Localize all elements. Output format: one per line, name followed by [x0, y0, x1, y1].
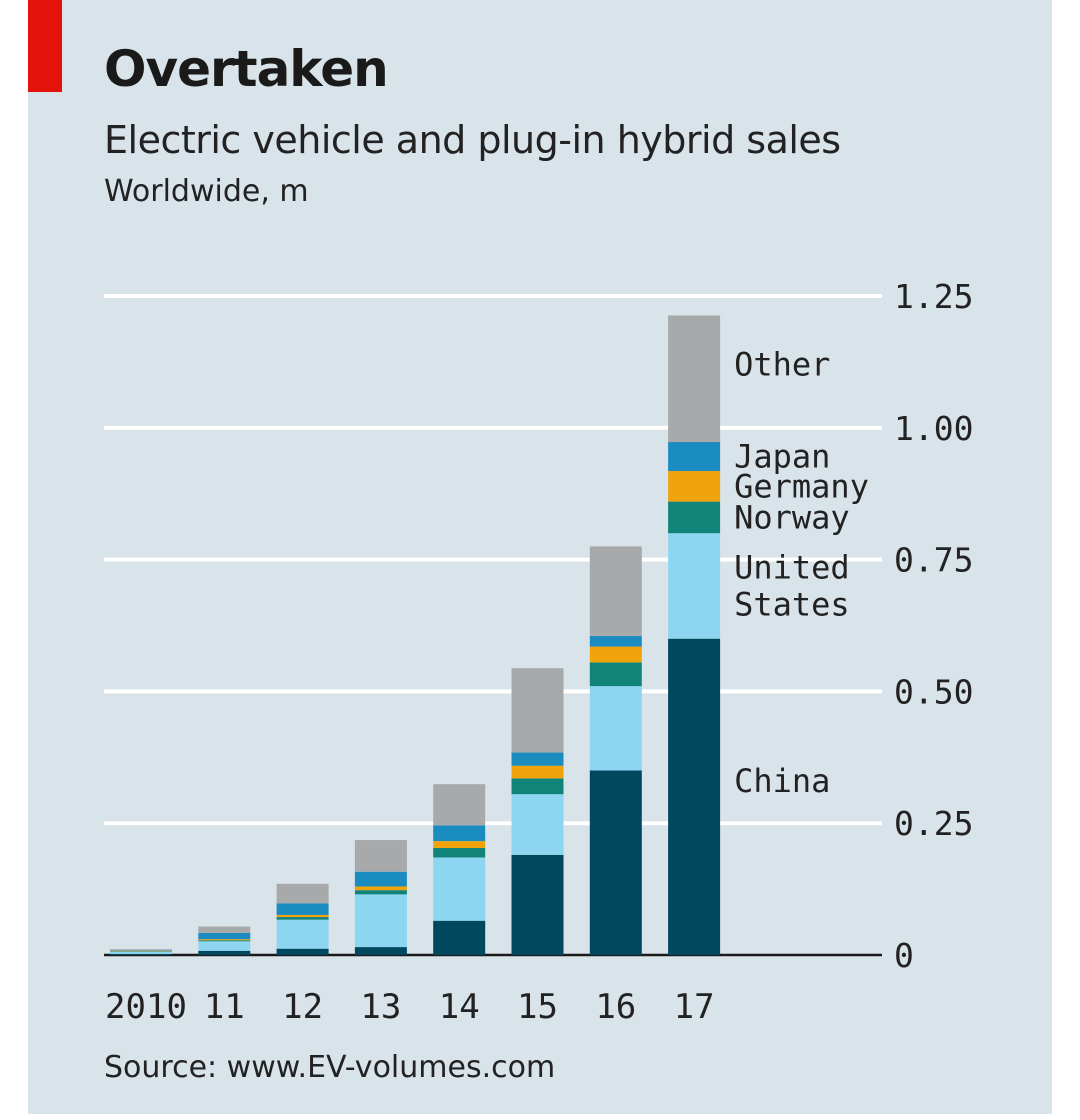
y-tick-label: 0 — [894, 936, 914, 975]
series-label-other: Other — [734, 346, 830, 384]
bar-other-17 — [668, 315, 721, 443]
bar-germany-14 — [433, 841, 486, 848]
bar-china-15 — [511, 854, 564, 955]
bar-other-13 — [354, 840, 407, 872]
gridlines — [104, 294, 882, 957]
y-tick-label: 0.75 — [894, 541, 973, 580]
bar-united-states-14 — [433, 857, 486, 921]
x-tick-label: 17 — [674, 987, 715, 1027]
bar-other-11 — [198, 926, 251, 933]
series-label-japan: Japan — [734, 438, 830, 476]
bar-china-2010 — [110, 953, 172, 955]
bar-norway-15 — [511, 778, 564, 795]
bar-china-17 — [668, 638, 721, 955]
bar-united-states-2010 — [110, 951, 172, 954]
bar-germany-17 — [668, 471, 721, 502]
bar-norway-17 — [668, 501, 721, 534]
bar-norway-14 — [433, 847, 486, 858]
bar-china-11 — [198, 950, 251, 955]
bar-germany-11 — [198, 939, 251, 941]
chart-title: Overtaken — [104, 40, 389, 98]
y-tick-label: 0.50 — [894, 672, 973, 711]
brand-red-tag — [28, 0, 62, 92]
bar-united-states-13 — [354, 894, 407, 948]
bar-germany-13 — [354, 886, 407, 891]
bar-other-15 — [511, 668, 564, 753]
bar-other-12 — [276, 883, 329, 904]
y-tick-label: 0.25 — [894, 804, 973, 843]
series-label-norway: Norway — [734, 498, 850, 536]
bars — [110, 315, 721, 955]
chart-units: Worldwide, m — [104, 174, 309, 209]
x-tick-label: 13 — [360, 987, 401, 1027]
bar-japan-16 — [589, 636, 642, 647]
x-tick-label: 14 — [439, 987, 480, 1027]
series-label-china: China — [734, 762, 830, 800]
bar-united-states-15 — [511, 794, 564, 855]
x-tick-label: 16 — [595, 987, 636, 1027]
bar-china-16 — [589, 770, 642, 955]
bar-japan-12 — [276, 903, 329, 915]
x-tick-label: 15 — [517, 987, 558, 1027]
bar-other-16 — [589, 546, 642, 637]
x-tick-label: 11 — [204, 987, 245, 1027]
bar-china-13 — [354, 947, 407, 955]
bar-china-12 — [276, 948, 329, 955]
bar-japan-14 — [433, 825, 486, 842]
bar-japan-11 — [198, 932, 251, 940]
bar-norway-11 — [198, 940, 251, 942]
y-tick-label: 1.25 — [894, 277, 973, 316]
bar-norway-2010 — [110, 951, 172, 952]
bar-united-states-17 — [668, 533, 721, 639]
bar-norway-16 — [589, 662, 642, 687]
source-note: Source: www.EV-volumes.com — [104, 1050, 556, 1085]
y-tick-label: 1.00 — [894, 409, 973, 448]
bar-germany-16 — [589, 646, 642, 663]
series-label-united-states: United — [734, 548, 850, 586]
bar-norway-12 — [276, 917, 329, 920]
bar-united-states-12 — [276, 919, 329, 949]
bar-other-2010 — [110, 949, 172, 951]
x-tick-label: 2010 — [105, 987, 187, 1027]
bar-germany-15 — [511, 765, 564, 779]
x-tick-label: 12 — [282, 987, 323, 1027]
bar-other-14 — [433, 784, 486, 826]
chart-subtitle: Electric vehicle and plug-in hybrid sale… — [104, 118, 841, 162]
series-label-germany: Germany — [734, 467, 869, 505]
bar-china-14 — [433, 920, 486, 955]
bar-japan-13 — [354, 871, 407, 887]
bar-united-states-16 — [589, 686, 642, 771]
bar-united-states-11 — [198, 941, 251, 951]
bar-germany-2010 — [110, 950, 172, 952]
bar-japan-17 — [668, 442, 721, 472]
labels: 0 0.25 0.50 0.75 1.00 1.25 2010 11 12 13 14 15 16 17 C… — [105, 277, 973, 1027]
bar-germany-12 — [276, 914, 329, 918]
bar-japan-15 — [511, 752, 564, 766]
series-label-united-states: States — [734, 585, 850, 623]
bar-norway-13 — [354, 890, 407, 895]
bar-japan-2010 — [110, 950, 172, 951]
